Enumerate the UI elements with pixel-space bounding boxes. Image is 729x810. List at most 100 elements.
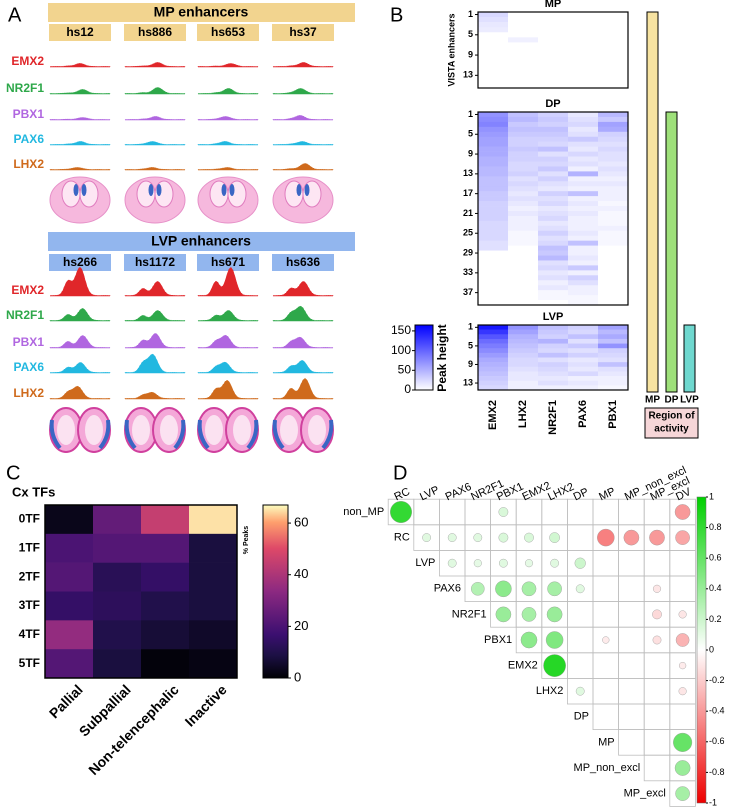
heatmap-cell (508, 116, 538, 123)
heatmap-cell (568, 343, 598, 349)
heatmap-cell (141, 533, 190, 563)
heatmap-cell (538, 280, 568, 286)
heatmap-cell (508, 265, 538, 271)
heatmap-cell (568, 32, 598, 38)
heatmap-cell (538, 380, 568, 386)
heatmap-cell (478, 72, 508, 79)
y-tick-label: 9 (468, 148, 473, 158)
heatmap-cell (598, 57, 628, 63)
heatmap-cell (538, 201, 568, 207)
correlation-circle (652, 584, 662, 593)
heatmap-cell (538, 265, 568, 271)
heatmap-frame (44, 504, 238, 679)
cell-border (618, 550, 645, 577)
y-tick-label: 5 (468, 129, 473, 139)
heatmap-cell (508, 82, 538, 89)
heatmap-cell (538, 141, 568, 147)
signal-track (124, 116, 186, 121)
embryo-stain (156, 184, 162, 196)
y-tick-label: 4TF (19, 627, 40, 641)
signal-track (197, 88, 259, 95)
correlation-circle (675, 786, 690, 801)
correlation-circle (498, 507, 509, 517)
heatmap-cell (478, 171, 508, 177)
signal-track (197, 166, 259, 171)
heatmap-cell (508, 235, 538, 241)
heatmap-cell (478, 376, 508, 382)
heatmap-cell (538, 371, 568, 377)
x-tick-label: PAX6 (577, 400, 589, 428)
region-title-box (644, 407, 699, 439)
correlation-circle (471, 582, 485, 596)
correlation-circle (524, 532, 534, 543)
heatmap-cell (568, 215, 598, 222)
heatmap-cell (598, 255, 628, 261)
embryo (308, 415, 326, 445)
heatmap-cell (478, 12, 508, 18)
correlation-circle (675, 530, 690, 545)
heatmap-cell (538, 245, 568, 251)
heatmap-cell (538, 357, 568, 363)
heatmap-cell (478, 82, 508, 89)
y-tick-label: 1TF (19, 540, 40, 554)
heatmap-cell (598, 230, 628, 237)
heatmap-cell (598, 171, 628, 177)
panel-label: B (390, 4, 403, 26)
heatmap-cell (93, 505, 142, 535)
embryo-stain (197, 419, 210, 450)
heatmap-cell (508, 280, 538, 286)
colorbar-tick-label: 60 (294, 515, 308, 530)
heatmap-cell (568, 285, 598, 291)
y-tick-label: PAX6 (434, 583, 461, 595)
heatmap-cell (478, 265, 508, 271)
heatmap-cell (538, 181, 568, 187)
cell-border (643, 678, 671, 705)
heatmap-cell (538, 166, 568, 172)
heatmap-cell (538, 72, 568, 79)
heatmap-cell (568, 181, 598, 187)
heatmap-cell (45, 533, 94, 563)
heatmap-cell (508, 146, 538, 152)
signal-track (49, 63, 111, 68)
correlation-circle (390, 501, 412, 523)
heatmap-cell (478, 285, 508, 291)
heatmap-cell (538, 112, 568, 118)
y-tick-label: 2TF (19, 569, 40, 583)
heatmap-cell (508, 325, 538, 330)
heatmap-cell (508, 57, 538, 63)
heatmap-cell (508, 275, 538, 281)
region-title: Region of (648, 411, 695, 422)
heatmap-cell (478, 191, 508, 197)
heatmap-cell (478, 47, 508, 53)
sample-label: hs12 (66, 25, 94, 39)
heatmap-cell (568, 250, 598, 256)
track-label: EMX2 (11, 54, 44, 68)
heatmap-cell (568, 260, 598, 266)
heatmap-cell (598, 82, 628, 89)
heatmap-cell (478, 295, 508, 301)
heatmap-cell (598, 141, 628, 147)
heatmap-cell (568, 116, 598, 123)
y-tick-label: 1 (468, 322, 473, 332)
cell-border (464, 498, 492, 526)
correlation-circle (543, 654, 566, 677)
heatmap-cell (568, 171, 598, 177)
heatmap-cell (508, 270, 538, 276)
heatmap-cell (478, 270, 508, 276)
heatmap-cell (568, 210, 598, 217)
heatmap-cell (598, 245, 628, 251)
heatmap-cell (508, 17, 538, 23)
heatmap-cell (45, 505, 94, 535)
heatmap-cell (538, 260, 568, 266)
heatmap-cell (478, 141, 508, 147)
heatmap-cell (508, 215, 538, 222)
heatmap-cell (598, 329, 628, 335)
heatmap-cell (538, 285, 568, 291)
colorbar-tick-label: 0 (404, 382, 411, 396)
y-tick-label: 1 (468, 9, 473, 19)
heatmap-cell (508, 166, 538, 172)
correlation-circle (546, 606, 563, 623)
embryo (280, 415, 298, 445)
x-tick-label: NR2F1 (547, 400, 559, 435)
